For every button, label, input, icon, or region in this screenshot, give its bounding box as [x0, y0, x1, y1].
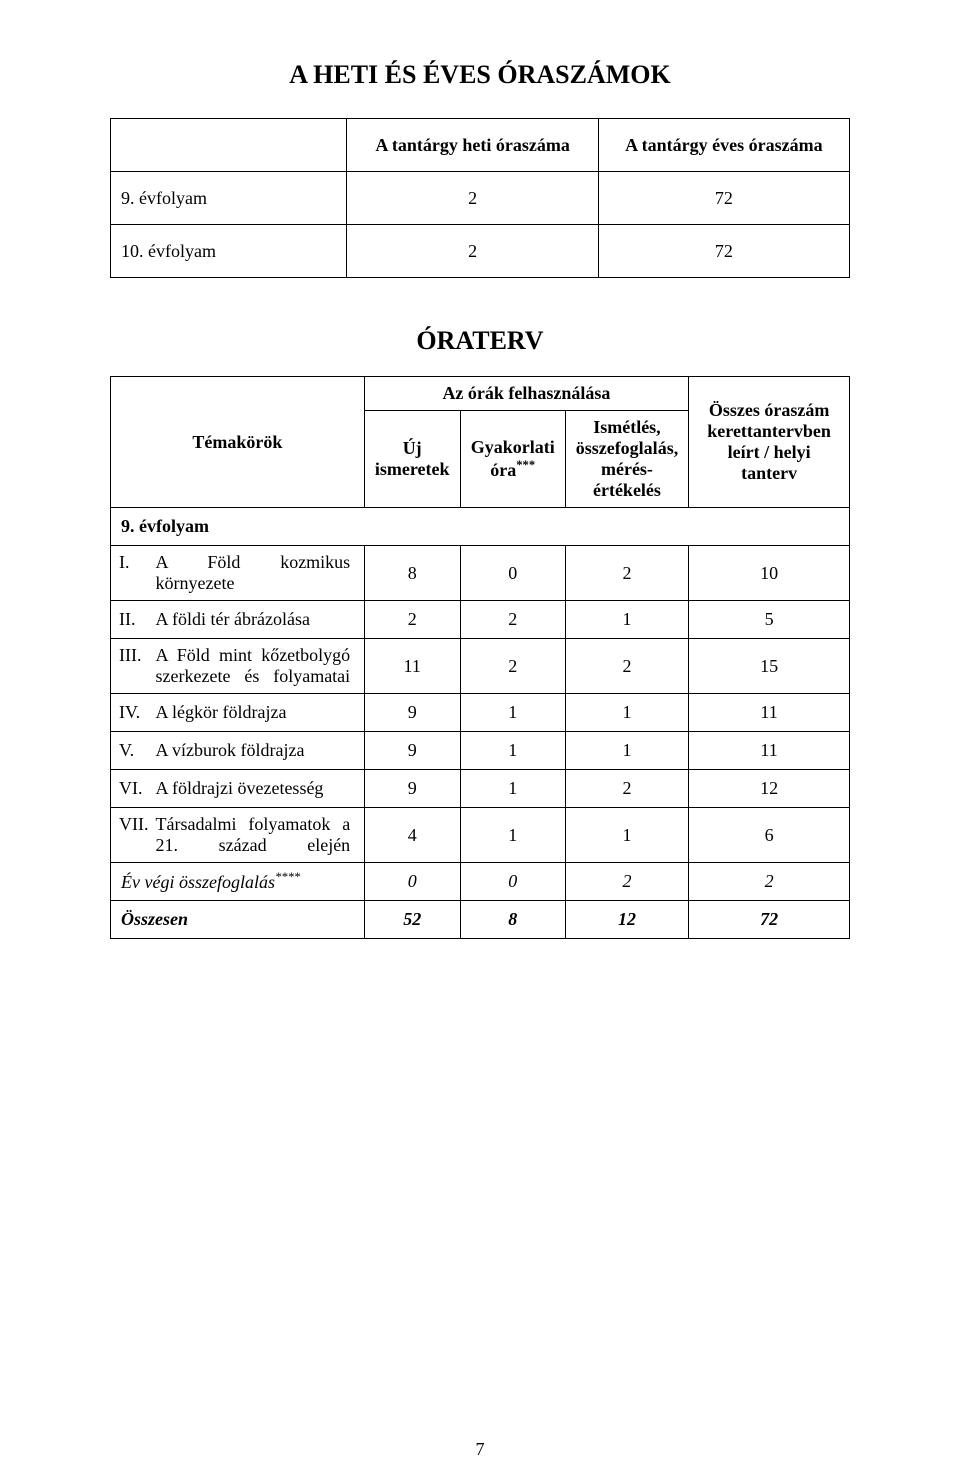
row-roman: V. — [119, 740, 151, 761]
row-c1: 11 — [364, 639, 460, 694]
table1-row1-yearly: 72 — [598, 225, 849, 278]
row-c4: 6 — [689, 808, 850, 863]
row-c3: 1 — [565, 732, 689, 770]
total-c3: 12 — [565, 901, 689, 939]
row-c3: 1 — [565, 808, 689, 863]
row-c2: 2 — [460, 601, 565, 639]
summary-c4: 2 — [689, 863, 850, 901]
table1-empty-header — [111, 119, 347, 172]
total-c2: 8 — [460, 901, 565, 939]
row-c3: 2 — [565, 546, 689, 601]
row-c4: 11 — [689, 694, 850, 732]
table-row: V. A vízburok földrajza 9 1 1 11 — [111, 732, 850, 770]
row-c3: 2 — [565, 770, 689, 808]
table1-row1-weekly: 2 — [347, 225, 598, 278]
table-row: VII. Társadalmi folyamatok a 21. század … — [111, 808, 850, 863]
row-c1: 8 — [364, 546, 460, 601]
table-row: 9. évfolyam — [111, 508, 850, 546]
row-c2: 2 — [460, 639, 565, 694]
row-topic: A vízburok földrajza — [156, 740, 351, 761]
table-row: II. A földi tér ábrázolása 2 2 1 5 — [111, 601, 850, 639]
table1-row0-yearly: 72 — [598, 172, 849, 225]
row-c4: 5 — [689, 601, 850, 639]
summary-label-sup: **** — [275, 870, 300, 884]
row-c3: 1 — [565, 601, 689, 639]
table-row: IV. A légkör földrajza 9 1 1 11 — [111, 694, 850, 732]
plan-header-new: Új ismeretek — [364, 411, 460, 508]
row-c1: 4 — [364, 808, 460, 863]
row-topic: A Föld mint kőzetbolygó szerkezete és fo… — [156, 645, 351, 687]
table1-row0-label: 9. évfolyam — [111, 172, 347, 225]
row-c2: 1 — [460, 808, 565, 863]
row-topic: A földrajzi övezetesség — [156, 778, 351, 799]
plan-header-practice: Gyakorlati óra*** — [460, 411, 565, 508]
table1-header-yearly: A tantárgy éves óraszáma — [598, 119, 849, 172]
total-label: Összesen — [111, 901, 365, 939]
row-c4: 15 — [689, 639, 850, 694]
plan-table: Témakörök Az órák felhasználása Összes ó… — [110, 376, 850, 939]
summary-row: Év végi összefoglalás**** 0 0 2 2 — [111, 863, 850, 901]
plan-header-usage: Az órák felhasználása — [364, 377, 689, 411]
table-row: 9. évfolyam 2 72 — [111, 172, 850, 225]
row-topic: Társadalmi folyamatok a 21. század elejé… — [156, 814, 351, 856]
summary-c1: 0 — [364, 863, 460, 901]
row-c1: 9 — [364, 770, 460, 808]
total-c1: 52 — [364, 901, 460, 939]
row-roman: IV. — [119, 702, 151, 723]
table1-row1-label: 10. évfolyam — [111, 225, 347, 278]
row-c2: 0 — [460, 546, 565, 601]
plan-header-topics: Témakörök — [111, 377, 365, 508]
row-c3: 2 — [565, 639, 689, 694]
row-c3: 1 — [565, 694, 689, 732]
plan-title: ÓRATERV — [110, 326, 850, 356]
table-row: 10. évfolyam 2 72 — [111, 225, 850, 278]
plan-header-repeat: Ismétlés, összefoglalás, mérés-értékelés — [565, 411, 689, 508]
main-title: A HETI ÉS ÉVES ÓRASZÁMOK — [110, 60, 850, 90]
plan-header-total: Összes óraszám kerettantervben leírt / h… — [689, 377, 850, 508]
row-roman: III. — [119, 645, 151, 666]
summary-c3: 2 — [565, 863, 689, 901]
plan-header-practice-sup: *** — [516, 458, 535, 472]
row-c4: 12 — [689, 770, 850, 808]
hours-table: A tantárgy heti óraszáma A tantárgy éves… — [110, 118, 850, 278]
row-topic: A légkör földrajza — [156, 702, 351, 723]
row-roman: VII. — [119, 814, 151, 835]
row-c4: 11 — [689, 732, 850, 770]
total-c4: 72 — [689, 901, 850, 939]
table-row: VI. A földrajzi övezetesség 9 1 2 12 — [111, 770, 850, 808]
row-roman: VI. — [119, 778, 151, 799]
row-c2: 1 — [460, 694, 565, 732]
plan-grade-label: 9. évfolyam — [111, 508, 850, 546]
total-row: Összesen 52 8 12 72 — [111, 901, 850, 939]
row-c2: 1 — [460, 732, 565, 770]
row-topic: A Föld kozmikus környezete — [156, 552, 351, 594]
row-c1: 2 — [364, 601, 460, 639]
table-row: I. A Föld kozmikus környezete 8 0 2 10 — [111, 546, 850, 601]
row-c2: 1 — [460, 770, 565, 808]
row-topic: A földi tér ábrázolása — [156, 609, 351, 630]
table1-header-weekly: A tantárgy heti óraszáma — [347, 119, 598, 172]
row-c1: 9 — [364, 694, 460, 732]
row-c4: 10 — [689, 546, 850, 601]
page-number: 7 — [0, 1439, 960, 1460]
summary-label: Év végi összefoglalás — [121, 872, 275, 892]
plan-header-practice-text: Gyakorlati óra — [471, 437, 555, 480]
table-row: III. A Föld mint kőzetbolygó szerkezete … — [111, 639, 850, 694]
page: A HETI ÉS ÉVES ÓRASZÁMOK A tantárgy heti… — [0, 0, 960, 1484]
table1-row0-weekly: 2 — [347, 172, 598, 225]
summary-c2: 0 — [460, 863, 565, 901]
row-roman: II. — [119, 609, 151, 630]
row-roman: I. — [119, 552, 151, 573]
row-c1: 9 — [364, 732, 460, 770]
